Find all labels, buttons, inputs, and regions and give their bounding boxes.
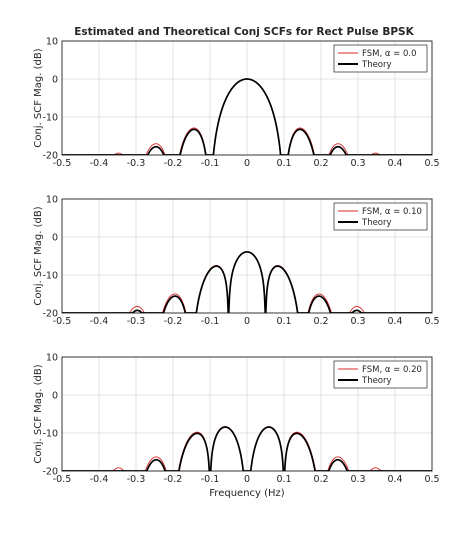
x-tick-label: 0.3 — [350, 316, 365, 327]
y-axis-label: Conj. SCF Mag. (dB) — [33, 364, 44, 463]
x-tick-label: -0.5 — [53, 474, 72, 485]
plot-border — [61, 40, 433, 156]
x-tick-label: 0.5 — [424, 316, 439, 327]
x-tick-label: -0.5 — [53, 158, 72, 169]
x-tick-label: 0.4 — [387, 316, 402, 327]
y-tick-label: 0 — [52, 233, 58, 244]
y-tick-label: 0 — [52, 75, 58, 86]
x-tick-label: 0 — [244, 158, 250, 169]
series-line-theory — [62, 78, 432, 155]
x-tick-label: 0.4 — [387, 158, 402, 169]
y-tick-label: -10 — [42, 113, 58, 124]
legend-box — [333, 44, 428, 73]
y-tick-label: 10 — [46, 37, 58, 48]
y-tick-label: -20 — [42, 309, 58, 320]
legend-label: Theory — [361, 376, 392, 386]
x-tick-label: -0.2 — [164, 474, 183, 485]
x-tick-label: 0.4 — [387, 474, 402, 485]
x-tick-label: 0.3 — [350, 474, 365, 485]
x-tick-label: 0.3 — [350, 158, 365, 169]
curves — [62, 78, 432, 155]
x-tick-label: 0 — [244, 474, 250, 485]
y-tick-label: -20 — [42, 467, 58, 478]
x-tick-label: 0.5 — [424, 474, 439, 485]
x-tick-label: 0.2 — [313, 474, 328, 485]
subplot-1: -0.5 -0.4 -0.3 -0.2 -0.1 0 0.1 0.2 0.3 0.4 0.5 -20 -… — [33, 37, 440, 170]
x-tick-label: -0.4 — [90, 158, 109, 169]
x-tick-label: -0.1 — [201, 316, 220, 327]
x-tick-label: -0.2 — [164, 158, 183, 169]
x-tick-label: -0.1 — [201, 474, 220, 485]
legend-label: FSM, α = 0.0 — [362, 49, 417, 59]
y-tick-label: -10 — [42, 429, 58, 440]
x-axis-label: Frequency (Hz) — [209, 488, 285, 499]
x-tick-label: -0.3 — [127, 158, 146, 169]
y-tick-label: 10 — [46, 195, 58, 206]
x-tick-label: -0.3 — [127, 316, 146, 327]
x-tick-label: 0 — [244, 316, 250, 327]
subplot-2: -0.5 -0.4 -0.3 -0.2 -0.1 0 0.1 0.2 0.3 0.4 0.5 -20 -… — [33, 195, 440, 328]
x-tick-label: -0.2 — [164, 316, 183, 327]
x-tick-label: -0.4 — [90, 316, 109, 327]
curves — [62, 426, 432, 471]
legend-label: FSM, α = 0.20 — [362, 365, 422, 375]
y-tick-label: -10 — [42, 271, 58, 282]
plot-border — [61, 198, 433, 314]
legend-label: Theory — [361, 60, 392, 70]
y-tick-label: -20 — [42, 151, 58, 162]
y-tick-label: 0 — [52, 391, 58, 402]
legend-box — [333, 360, 428, 389]
x-tick-label: -0.4 — [90, 474, 109, 485]
x-tick-label: 0.2 — [313, 316, 328, 327]
y-axis-label: Conj. SCF Mag. (dB) — [33, 48, 44, 147]
legend-label: FSM, α = 0.10 — [362, 207, 422, 217]
x-tick-label: 0.2 — [313, 158, 328, 169]
series-line-theory — [62, 251, 432, 313]
legend-label: Theory — [361, 218, 392, 228]
figure-title: Estimated and Theoretical Conj SCFs for … — [74, 26, 414, 38]
x-tick-label: 0.1 — [276, 316, 291, 327]
x-tick-label: -0.3 — [127, 474, 146, 485]
x-tick-label: 0.5 — [424, 158, 439, 169]
x-tick-label: -0.5 — [53, 316, 72, 327]
x-tick-label: -0.1 — [201, 158, 220, 169]
x-tick-label: 0.1 — [276, 158, 291, 169]
x-tick-label: 0.1 — [276, 474, 291, 485]
y-tick-label: 10 — [46, 353, 58, 364]
legend-box — [333, 202, 428, 231]
curves — [62, 251, 432, 313]
y-axis-label: Conj. SCF Mag. (dB) — [33, 206, 44, 305]
subplot-3: -0.5 -0.4 -0.3 -0.2 -0.1 0 0.1 0.2 0.3 0.4 0.5 -20 -… — [33, 353, 440, 500]
